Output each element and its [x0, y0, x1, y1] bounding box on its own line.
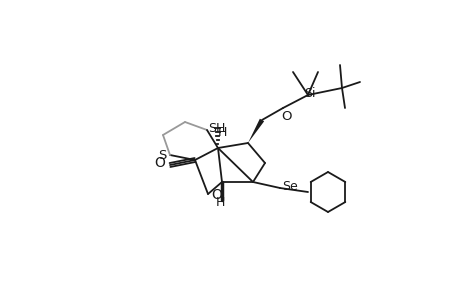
Polygon shape — [247, 119, 263, 143]
Text: O: O — [281, 110, 291, 122]
Text: SH: SH — [208, 122, 225, 134]
Text: Se: Se — [281, 181, 297, 194]
Text: H: H — [217, 125, 226, 139]
Text: S: S — [157, 148, 166, 161]
Text: O: O — [154, 156, 165, 170]
Text: H: H — [215, 196, 224, 208]
Text: Si: Si — [303, 86, 315, 100]
Text: O: O — [211, 188, 222, 202]
